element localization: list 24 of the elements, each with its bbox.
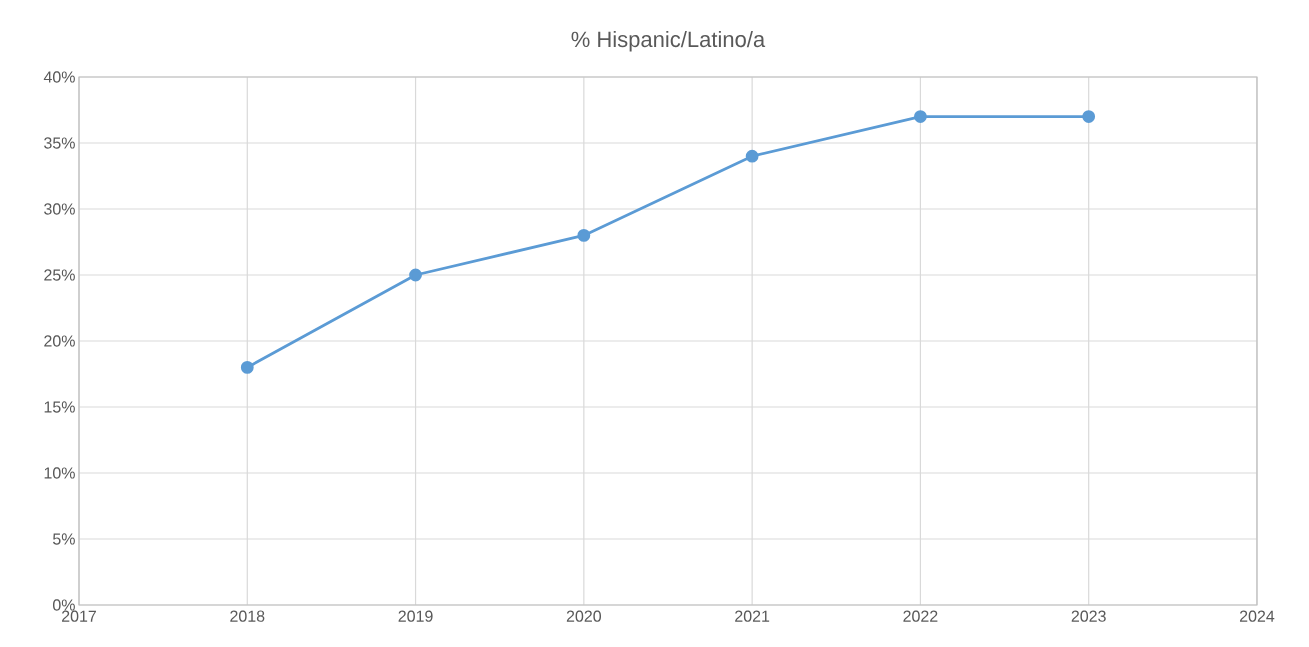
point [577, 229, 591, 242]
y-tick-label: 5% [53, 533, 75, 545]
point [240, 361, 254, 374]
chart-title: % Hispanic/Latino/a [571, 31, 766, 52]
x-tick-label: 2022 [903, 610, 938, 622]
y-tick-label: 20% [44, 335, 75, 347]
y-tick-label: 25% [44, 269, 75, 281]
x-tick-label: 2020 [566, 610, 602, 622]
x-tick-label: 2023 [1071, 610, 1106, 622]
x-tick-label: 2017 [62, 610, 96, 622]
point [914, 110, 927, 123]
x-tick-label: 2021 [735, 610, 770, 622]
y-tick-label: 30% [44, 203, 75, 215]
y-tick-label: 10% [44, 467, 75, 479]
y-tick-label: 35% [44, 137, 75, 149]
y-tick-label: 40% [43, 71, 75, 83]
x-tick-label: 2024 [1239, 610, 1275, 622]
point [1082, 110, 1096, 123]
x-tick-label: 2018 [230, 610, 265, 622]
x-tick-label: 2019 [398, 610, 433, 622]
y-tick-label: 0% [52, 599, 75, 611]
point [745, 149, 759, 163]
y-tick-label: 15% [44, 401, 75, 413]
point [409, 268, 422, 282]
